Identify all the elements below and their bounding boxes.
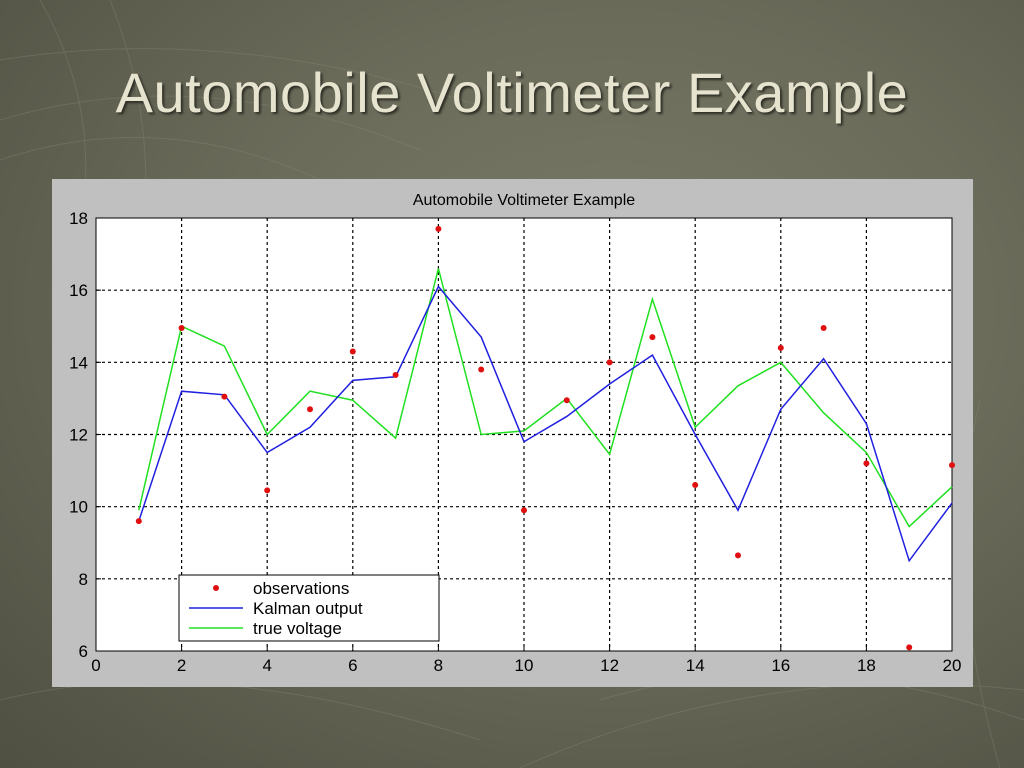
- axis-ticks: 0 2 4 6 8 10 12 14 16 18 20 6 8 10 12 14 16 18: [69, 209, 961, 675]
- observation-point: [435, 225, 442, 232]
- observation-point: [135, 518, 142, 525]
- observation-point: [863, 460, 870, 467]
- y-tick-label: 6: [79, 642, 88, 661]
- y-tick-label: 10: [69, 498, 88, 517]
- x-tick-label: 4: [262, 656, 271, 675]
- observation-point: [692, 482, 699, 489]
- x-tick-label: 18: [857, 656, 876, 675]
- y-tick-label: 18: [69, 209, 88, 228]
- y-tick-label: 16: [69, 281, 88, 300]
- observation-point: [820, 325, 827, 332]
- x-tick-label: 20: [943, 656, 962, 675]
- legend-label: observations: [253, 579, 349, 598]
- observation-point: [521, 507, 527, 514]
- observation-point: [392, 371, 399, 378]
- observation-point: [563, 397, 570, 404]
- slide-title: Automobile Voltimeter Example: [115, 61, 909, 124]
- observation-point: [606, 359, 613, 366]
- x-tick-label: 6: [348, 656, 357, 675]
- voltimeter-chart: Automobile Voltimeter Example 0 2 4 6 8 10 12 1…: [69, 192, 961, 675]
- y-tick-label: 12: [69, 426, 88, 445]
- x-tick-label: 0: [91, 656, 100, 675]
- x-tick-label: 14: [686, 656, 705, 675]
- observation-point: [735, 552, 741, 559]
- series-line-kalman-output: [138, 285, 953, 563]
- y-tick-label: 14: [69, 353, 88, 372]
- observation-point: [478, 366, 485, 373]
- series: [135, 225, 955, 651]
- y-tick-label: 8: [79, 570, 88, 589]
- legend-label: Kalman output: [253, 599, 363, 618]
- chart-title: Automobile Voltimeter Example: [413, 192, 635, 209]
- x-tick-label: 2: [177, 656, 186, 675]
- x-tick-label: 12: [600, 656, 619, 675]
- observation-point: [221, 393, 228, 400]
- series-line-true-voltage: [138, 268, 953, 528]
- observation-point: [949, 462, 955, 469]
- observation-point: [178, 325, 185, 332]
- figure-frame: Automobile Voltimeter Example 0 2 4 6 8 10 12 1…: [52, 179, 973, 687]
- grid: [96, 218, 952, 651]
- observation-point: [264, 487, 271, 494]
- x-tick-label: 8: [434, 656, 443, 675]
- observation-point: [307, 406, 313, 413]
- x-tick-label: 16: [771, 656, 790, 675]
- observation-point: [906, 644, 913, 651]
- observation-point: [649, 334, 656, 341]
- legend-marker-observations: [213, 585, 219, 591]
- observation-point: [349, 348, 356, 355]
- x-tick-label: 10: [515, 656, 534, 675]
- observation-point: [777, 344, 784, 351]
- legend-label: true voltage: [253, 619, 342, 638]
